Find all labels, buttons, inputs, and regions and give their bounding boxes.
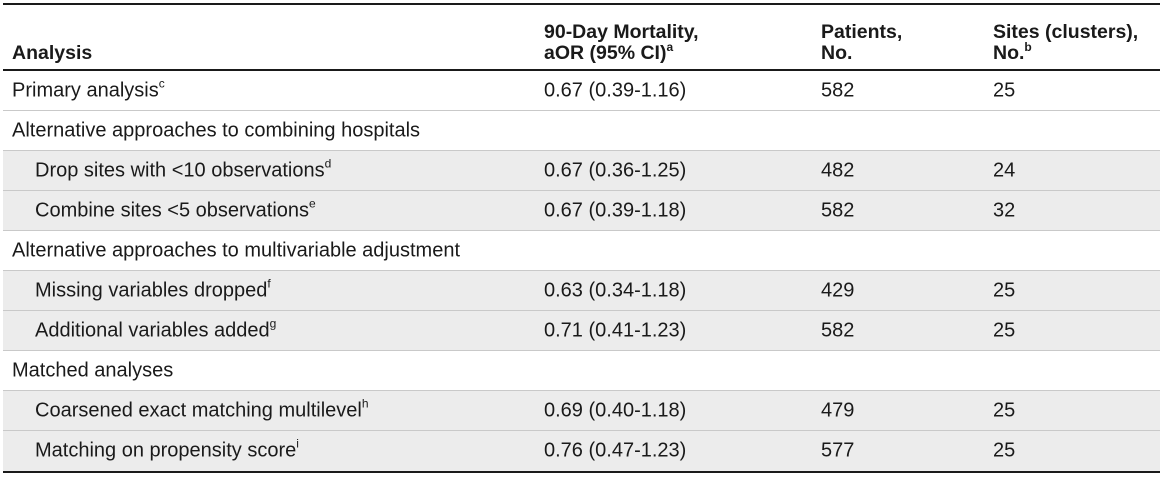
header-sites-line2: No. xyxy=(993,42,1025,64)
row-label-text: Primary analysis xyxy=(12,79,159,101)
results-table: Analysis 90-Day Mortality, aOR (95% CI)a… xyxy=(3,3,1160,473)
row-label: Additional variables addedg xyxy=(35,316,277,342)
row-label: Missing variables droppedf xyxy=(35,276,271,302)
row-footnote: g xyxy=(269,316,277,331)
row-aor: 0.69 (0.40-1.18) xyxy=(544,399,687,421)
table-bottom-rule xyxy=(3,471,1160,473)
header-mortality-footnote: a xyxy=(666,39,674,54)
table-row-primary-analysis: Primary analysisc 0.67 (0.39-1.16) 582 2… xyxy=(3,71,1160,111)
header-sites-line1: Sites (clusters), xyxy=(993,21,1139,43)
row-footnote: c xyxy=(158,76,165,91)
row-aor: 0.71 (0.41-1.23) xyxy=(544,319,687,341)
table-section-multivariable-adjustment: Alternative approaches to multivariable … xyxy=(3,231,1160,271)
header-patients-line1: Patients, xyxy=(821,21,903,43)
header-mortality-line1: 90-Day Mortality, xyxy=(544,21,699,43)
table-section-matched-analyses: Matched analyses xyxy=(3,351,1160,391)
row-patients: 582 xyxy=(821,79,855,101)
section-label: Matched analyses xyxy=(12,359,174,381)
row-label-text: Matching on propensity score xyxy=(35,439,297,462)
row-patients: 429 xyxy=(821,279,855,301)
row-patients: 577 xyxy=(821,439,855,462)
row-footnote: f xyxy=(267,276,271,291)
row-label: Primary analysisc xyxy=(12,76,165,102)
row-aor: 0.76 (0.47-1.23) xyxy=(544,439,687,462)
table-row-combine-sites: Combine sites <5 observationse 0.67 (0.3… xyxy=(3,191,1160,231)
row-footnote: h xyxy=(361,396,369,411)
row-sites: 25 xyxy=(993,279,1016,301)
header-sites-line2-wrap: No.b xyxy=(993,39,1138,64)
row-footnote: e xyxy=(309,196,316,211)
section-label: Alternative approaches to multivariable … xyxy=(12,239,461,261)
row-patients: 582 xyxy=(821,199,855,221)
table-header-row: Analysis 90-Day Mortality, aOR (95% CI)a… xyxy=(3,5,1160,71)
row-aor: 0.67 (0.39-1.18) xyxy=(544,199,687,221)
row-label-text: Drop sites with <10 observations xyxy=(35,159,325,181)
table-row-coarsened-matching: Coarsened exact matching multilevelh 0.6… xyxy=(3,391,1160,431)
row-aor: 0.67 (0.39-1.16) xyxy=(544,79,687,101)
row-label-text: Additional variables added xyxy=(35,319,270,341)
header-patients-line2: No. xyxy=(821,42,853,64)
row-patients: 582 xyxy=(821,319,855,341)
row-aor: 0.63 (0.34-1.18) xyxy=(544,279,687,301)
header-patients: Patients, No. xyxy=(821,22,902,64)
header-analysis: Analysis xyxy=(12,43,92,64)
row-label-text: Missing variables dropped xyxy=(35,279,268,301)
header-sites: Sites (clusters), No.b xyxy=(993,22,1138,64)
row-label-text: Coarsened exact matching multilevel xyxy=(35,399,362,421)
row-sites: 25 xyxy=(993,439,1016,462)
row-label: Matching on propensity scorei xyxy=(35,436,299,463)
header-mortality-line2: aOR (95% CI) xyxy=(544,42,667,64)
row-aor: 0.67 (0.36-1.25) xyxy=(544,159,687,181)
row-patients: 479 xyxy=(821,399,855,421)
header-sites-footnote: b xyxy=(1024,39,1032,54)
row-sites: 32 xyxy=(993,199,1016,221)
row-label: Coarsened exact matching multilevelh xyxy=(35,396,369,422)
header-mortality: 90-Day Mortality, aOR (95% CI)a xyxy=(544,22,699,64)
table-row-additional-variables: Additional variables addedg 0.71 (0.41-1… xyxy=(3,311,1160,351)
header-analysis-label: Analysis xyxy=(12,42,93,64)
table-row-propensity-score: Matching on propensity scorei 0.76 (0.47… xyxy=(3,431,1160,471)
row-footnote: d xyxy=(324,156,332,171)
row-sites: 25 xyxy=(993,79,1016,101)
table-row-missing-variables: Missing variables droppedf 0.63 (0.34-1.… xyxy=(3,271,1160,311)
row-label: Drop sites with <10 observationsd xyxy=(35,156,332,182)
row-sites: 24 xyxy=(993,159,1016,181)
row-patients: 482 xyxy=(821,159,855,181)
row-footnote: i xyxy=(296,436,299,451)
table-section-combining-hospitals: Alternative approaches to combining hosp… xyxy=(3,111,1160,151)
header-mortality-line2-wrap: aOR (95% CI)a xyxy=(544,39,699,64)
row-label: Combine sites <5 observationse xyxy=(35,196,316,222)
section-label: Alternative approaches to combining hosp… xyxy=(12,119,421,141)
row-sites: 25 xyxy=(993,319,1016,341)
table-top-rule xyxy=(3,3,1160,5)
row-sites: 25 xyxy=(993,399,1016,421)
table-row-drop-sites: Drop sites with <10 observationsd 0.67 (… xyxy=(3,151,1160,191)
row-label-text: Combine sites <5 observations xyxy=(35,199,310,221)
